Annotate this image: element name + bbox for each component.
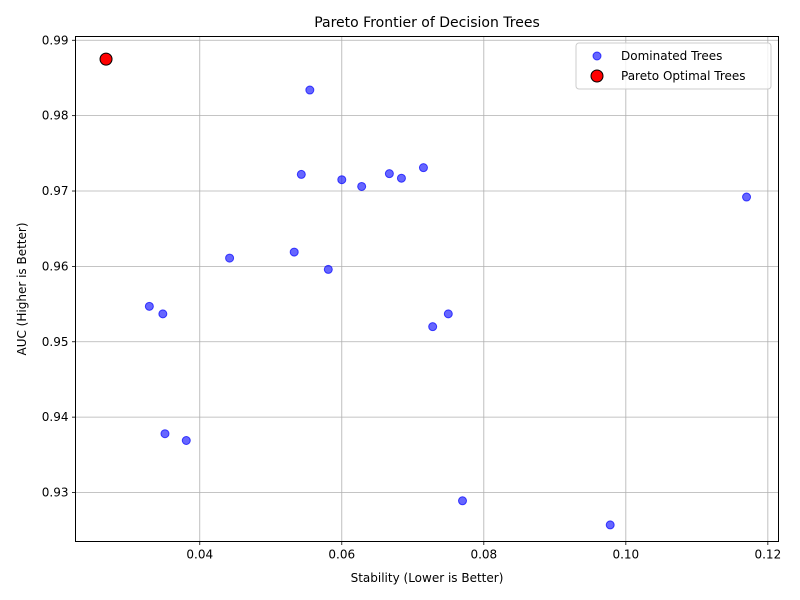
dominated-tree-point (443, 309, 453, 319)
y-tick-label: 0.96 (42, 259, 69, 273)
y-tick-label: 0.99 (42, 33, 69, 47)
dominated-tree-point (418, 163, 428, 173)
pareto-optimal-point (99, 52, 113, 66)
legend-label-pareto: Pareto Optimal Trees (621, 69, 746, 83)
dominated-tree-point (428, 322, 438, 332)
legend-label-dominated: Dominated Trees (621, 49, 722, 63)
grid-lines (75, 36, 779, 542)
legend-marker-pareto (590, 69, 604, 83)
legend: Dominated Trees Pareto Optimal Trees (575, 42, 772, 90)
y-axis-label: AUC (Higher is Better) (15, 222, 29, 355)
x-tick-label: 0.04 (186, 548, 213, 562)
dominated-tree-point (384, 169, 394, 179)
dominated-tree-point (742, 192, 752, 202)
dominated-tree-point (458, 496, 468, 506)
x-tick-label: 0.08 (470, 548, 497, 562)
dominated-tree-point (181, 436, 191, 445)
dominated-tree-point (158, 309, 168, 319)
dominated-tree-point (323, 264, 333, 274)
legend-marker-dominated (592, 51, 602, 61)
dominated-tree-point (289, 247, 299, 257)
y-tick-label: 0.95 (42, 335, 69, 349)
y-tick-label: 0.98 (42, 109, 69, 123)
chart-title: Pareto Frontier of Decision Trees (314, 15, 540, 31)
dominated-tree-point (160, 429, 170, 439)
y-tick-label: 0.97 (42, 184, 69, 198)
x-tick-label: 0.06 (328, 548, 355, 562)
dominated-tree-point (296, 169, 306, 179)
x-tick-label: 0.12 (754, 548, 781, 562)
data-points (99, 52, 752, 530)
dominated-tree-point (357, 181, 367, 191)
dominated-tree-point (605, 520, 615, 530)
y-axis-ticks: 0.93 0.94 0.95 0.96 0.97 0.98 0.99 (42, 33, 76, 500)
plot-frame (75, 36, 779, 542)
x-axis-ticks: 0.04 0.06 0.08 0.10 0.12 (186, 541, 781, 562)
x-axis-label: Stability (Lower is Better) (351, 571, 504, 585)
dominated-tree-point (305, 85, 315, 95)
dominated-tree-point (225, 253, 235, 263)
legend-box (575, 42, 772, 90)
dominated-tree-point (144, 301, 154, 311)
x-tick-label: 0.10 (612, 548, 639, 562)
y-tick-label: 0.94 (42, 410, 69, 424)
dominated-tree-point (396, 173, 406, 183)
y-tick-label: 0.93 (42, 486, 69, 500)
dominated-tree-point (337, 175, 347, 185)
